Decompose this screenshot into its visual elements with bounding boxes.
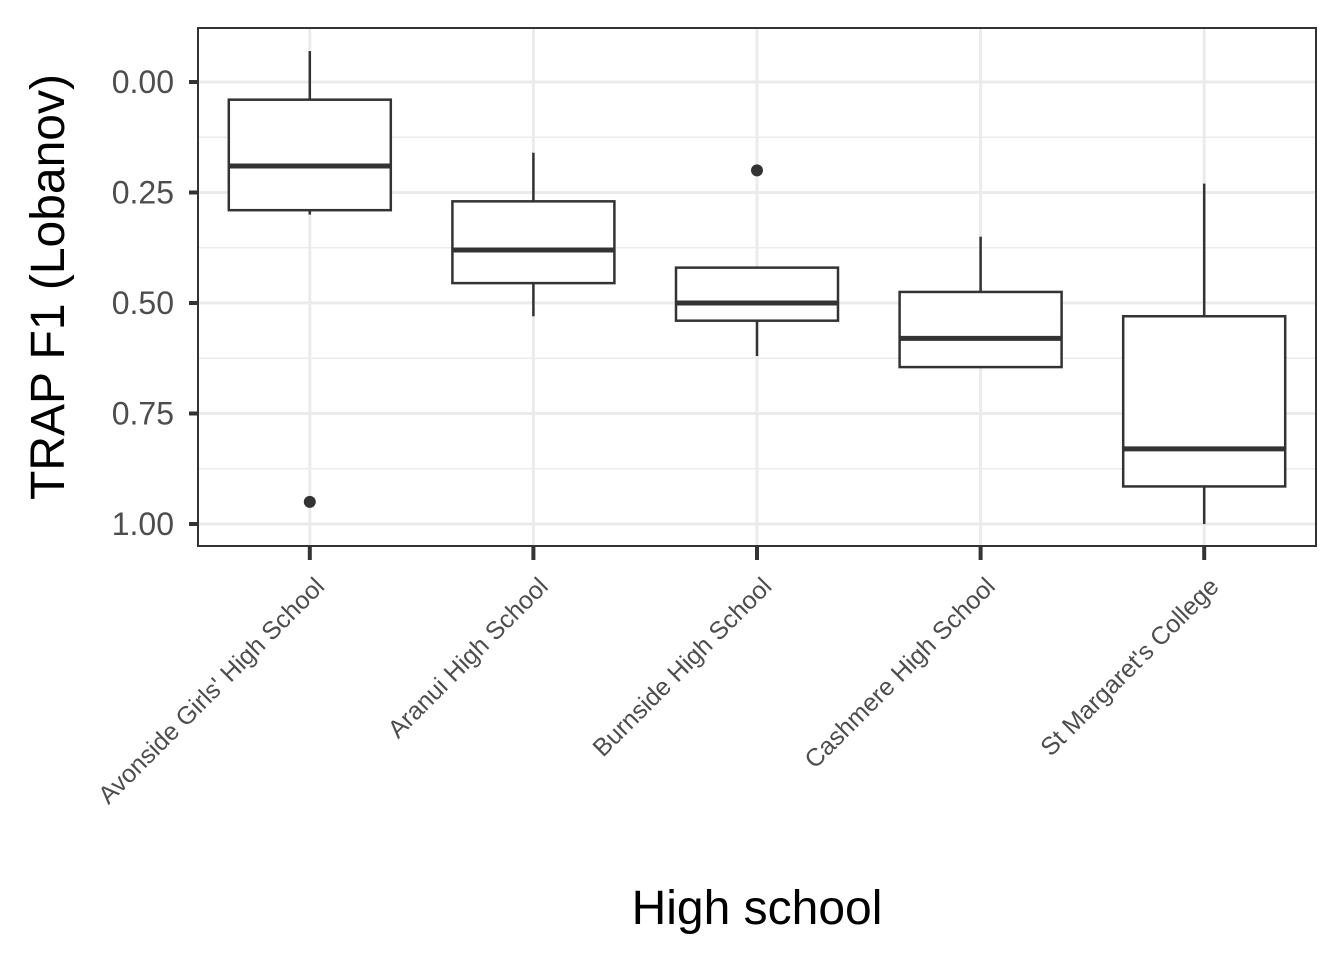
x-tick-label: Aranui High School	[383, 572, 554, 743]
box-iqr	[898, 290, 1063, 369]
x-tick-label: Burnside High School	[587, 572, 777, 762]
box-iqr	[674, 266, 840, 322]
x-tick-label: St Margaret's College	[1035, 572, 1224, 761]
y-tick-label: 1.00	[112, 506, 174, 542]
box-group	[451, 152, 616, 317]
x-axis-title: High school	[632, 882, 883, 935]
x-tick-label: Avonside Girls' High School	[93, 572, 330, 809]
box-iqr	[451, 200, 616, 285]
y-axis-title: TRAP F1 (Lobanov)	[22, 74, 75, 500]
box-group	[1121, 183, 1287, 524]
y-tick-label: 0.50	[112, 285, 174, 321]
box-group	[674, 164, 840, 357]
box-group	[227, 51, 393, 508]
box-iqr	[227, 98, 393, 212]
y-tick-label: 0.75	[112, 396, 174, 432]
outlier-point	[751, 164, 763, 177]
y-tick-label: 0.00	[112, 64, 174, 100]
x-tick-label: Cashmere High School	[799, 572, 1001, 774]
box-layer	[227, 51, 1287, 524]
box-group	[898, 236, 1063, 369]
y-tick-label: 0.25	[112, 175, 174, 211]
box-iqr	[1121, 315, 1287, 488]
outlier-point	[303, 495, 316, 508]
